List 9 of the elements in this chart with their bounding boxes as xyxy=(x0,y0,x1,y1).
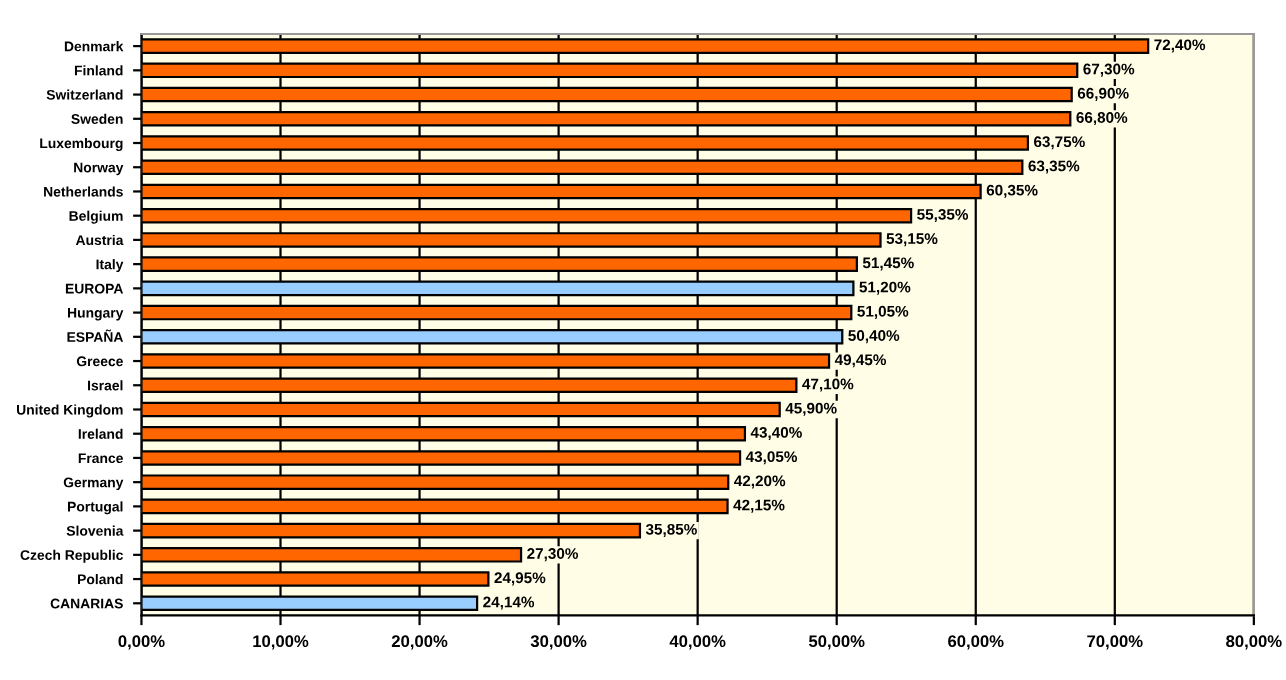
x-tick-label: 20,00% xyxy=(391,635,448,650)
x-tick-label: 30,00% xyxy=(530,635,587,650)
x-tick-label: 80,00% xyxy=(1226,635,1282,650)
x-tick-label: 50,00% xyxy=(808,635,865,650)
x-tick-label: 0,00% xyxy=(118,635,165,650)
x-tick-label: 40,00% xyxy=(669,635,726,650)
x-tick-label: 10,00% xyxy=(253,635,309,650)
x-tick-label: 70,00% xyxy=(1087,635,1143,650)
x-tick-label: 60,00% xyxy=(948,635,1004,650)
